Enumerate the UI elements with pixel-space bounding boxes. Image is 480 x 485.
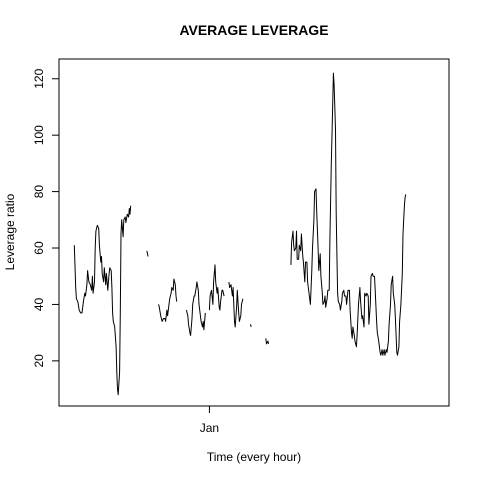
- y-tick-label: 80: [32, 185, 46, 199]
- y-axis-label: Leverage ratio: [3, 193, 17, 270]
- series-line-segment: [185, 281, 206, 336]
- plot-frame: [58, 58, 450, 407]
- series-line-segment: [290, 72, 407, 356]
- series-line-segment: [158, 278, 178, 322]
- series-line-segment: [73, 205, 132, 396]
- series-line-segment: [250, 324, 252, 328]
- y-tick-label: 100: [32, 125, 46, 145]
- x-axis: Jan: [200, 406, 219, 435]
- series-line-segment: [228, 281, 244, 328]
- series-line-segment: [265, 338, 270, 345]
- y-tick-label: 20: [32, 354, 46, 368]
- x-tick-label: Jan: [200, 421, 219, 435]
- series-group: [73, 72, 407, 396]
- series-line-segment: [146, 250, 149, 257]
- y-axis: 20 40 60 80 100 120: [32, 68, 59, 368]
- x-axis-label: Time (every hour): [207, 450, 301, 464]
- y-tick-label: 40: [32, 297, 46, 311]
- chart-title: AVERAGE LEVERAGE: [179, 22, 328, 38]
- y-tick-label: 60: [32, 241, 46, 255]
- series-line-segment: [208, 264, 225, 311]
- y-tick-label: 120: [32, 68, 46, 88]
